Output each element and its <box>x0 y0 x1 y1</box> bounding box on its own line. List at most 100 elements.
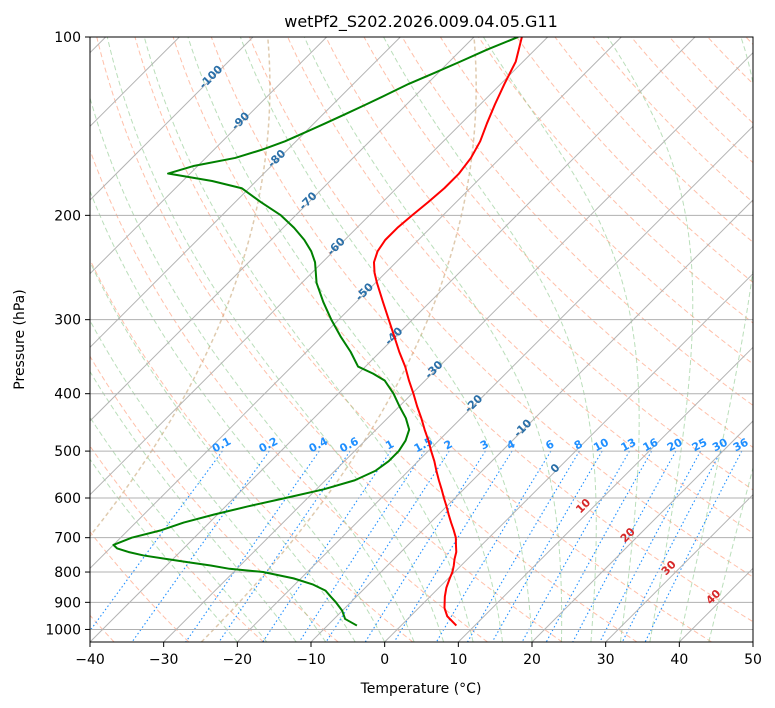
dry-adiabat-line <box>96 37 563 642</box>
isotherm-line <box>457 346 753 642</box>
y-axis-label: Pressure (hPa) <box>12 289 28 389</box>
moist-adiabat-line <box>90 260 356 642</box>
frost-curve <box>90 37 271 538</box>
isotherm-line <box>310 199 753 642</box>
moist-adiabat-line <box>303 37 563 642</box>
mixing-ratio-label: 13 <box>619 436 639 455</box>
y-tick-label: 600 <box>54 491 81 507</box>
dry-adiabat-line <box>90 148 488 642</box>
x-tick-label: 50 <box>744 652 762 668</box>
mixing-ratio-line <box>545 450 653 642</box>
x-tick-label: −30 <box>149 652 179 668</box>
mixing-ratio-line <box>262 450 392 642</box>
mixing-ratio-label: 16 <box>641 435 661 454</box>
mixing-ratio-label: 20 <box>665 435 685 454</box>
dry-adiabat-line <box>287 37 753 534</box>
isotherm-line <box>90 37 328 275</box>
x-tick-label: −20 <box>223 652 253 668</box>
y-tick-label: 1000 <box>45 622 81 638</box>
moist-adiabat-line <box>90 319 327 642</box>
isotherm-line <box>531 420 753 642</box>
dry-adiabat-line <box>90 355 339 642</box>
dry-adiabat-line <box>516 37 753 284</box>
chart-title: wetPf2_S202.2026.009.04.05.G11 <box>284 12 558 32</box>
dry-adiabat-line <box>90 258 414 642</box>
mixing-ratio-line <box>90 450 223 632</box>
moist-adiabat-line <box>106 37 445 642</box>
moist-adiabat-line <box>143 37 474 642</box>
moist-adiabat-line <box>187 37 504 642</box>
y-tick-label: 400 <box>54 387 81 403</box>
dry-adiabats <box>90 37 753 642</box>
moist-adiabat-line <box>90 416 268 642</box>
x-axis-label: Temperature (°C) <box>360 681 482 697</box>
isotherm-line <box>236 125 753 642</box>
mixing-ratio-line <box>621 450 722 642</box>
y-tick-label: 500 <box>54 444 81 460</box>
isotherm-line <box>384 272 753 642</box>
mixing-ratio-line <box>218 450 351 642</box>
isotherm-line <box>90 37 401 349</box>
moist-adiabats <box>90 37 753 642</box>
dry-adiabat-line <box>401 37 753 406</box>
y-tick-label: 300 <box>54 313 81 329</box>
moist-adiabat-line <box>90 189 386 642</box>
x-tick-label: 30 <box>597 652 615 668</box>
mixing-ratio-line <box>572 450 677 642</box>
plot-frame <box>89 36 754 643</box>
dry-adiabat-line <box>592 37 753 203</box>
dry-adiabat-line <box>210 37 753 623</box>
y-axis: 100 200 300 400 500 600 700 800 900 1000 <box>45 30 90 638</box>
mixing-ratio-line <box>521 450 630 642</box>
dry-adiabat-line <box>90 530 190 642</box>
moist-adiabat-line <box>383 37 597 642</box>
mixing-ratio-label: 25 <box>690 436 710 455</box>
skewed-isotherms <box>90 37 753 642</box>
isobars <box>90 37 753 630</box>
temperature-profile <box>372 37 523 627</box>
isotherm-line <box>90 37 549 496</box>
dewpoint-profile <box>112 37 519 627</box>
moist-adiabat-line <box>90 458 238 642</box>
isotherm-line <box>90 37 254 201</box>
x-tick-label: −10 <box>296 652 326 668</box>
mixing-ratio-line <box>185 450 320 642</box>
mixing-ratio-line <box>644 450 743 642</box>
moist-adiabat-line <box>607 37 694 642</box>
x-tick-label: 10 <box>449 652 467 668</box>
mixing-ratio-line <box>298 450 425 642</box>
isotherm-line <box>90 37 696 642</box>
dry-adiabat-line <box>134 37 638 642</box>
x-tick-label: 0 <box>380 652 389 668</box>
y-tick-label: 700 <box>54 531 81 547</box>
moist-adiabat-line <box>678 37 753 642</box>
mixing-ratio-label: 30 <box>710 435 730 454</box>
mixing-ratio-label: 36 <box>731 435 751 454</box>
x-axis: −40 −30 −20 −10 0 10 20 30 40 50 <box>75 642 762 668</box>
isotherm-line <box>90 37 475 422</box>
frost-curve <box>200 37 477 642</box>
mixing-ratio-line <box>599 450 702 642</box>
dry-adiabat-line <box>325 37 753 491</box>
y-tick-label: 100 <box>54 30 81 46</box>
mixing-ratio-label: 10 <box>591 435 611 454</box>
y-tick-label: 800 <box>54 565 81 581</box>
frost-curves <box>90 37 477 642</box>
dry-adiabat-line <box>172 37 712 642</box>
sounding-series <box>112 37 523 627</box>
moist-adiabat-line <box>708 466 753 642</box>
y-tick-label: 200 <box>54 208 81 224</box>
mixing-ratio-line <box>491 450 603 642</box>
isotherm-line <box>605 493 753 642</box>
moist-adiabat-line <box>239 37 533 642</box>
dry-adiabat-line <box>363 37 753 448</box>
x-tick-label: 40 <box>670 652 688 668</box>
y-tick-label: 900 <box>54 595 81 611</box>
x-tick-label: −40 <box>75 652 105 668</box>
dry-adiabat-line <box>478 37 753 324</box>
isotherm-line <box>90 37 622 570</box>
x-tick-label: 20 <box>523 652 541 668</box>
moist-adiabat-line <box>482 37 640 642</box>
